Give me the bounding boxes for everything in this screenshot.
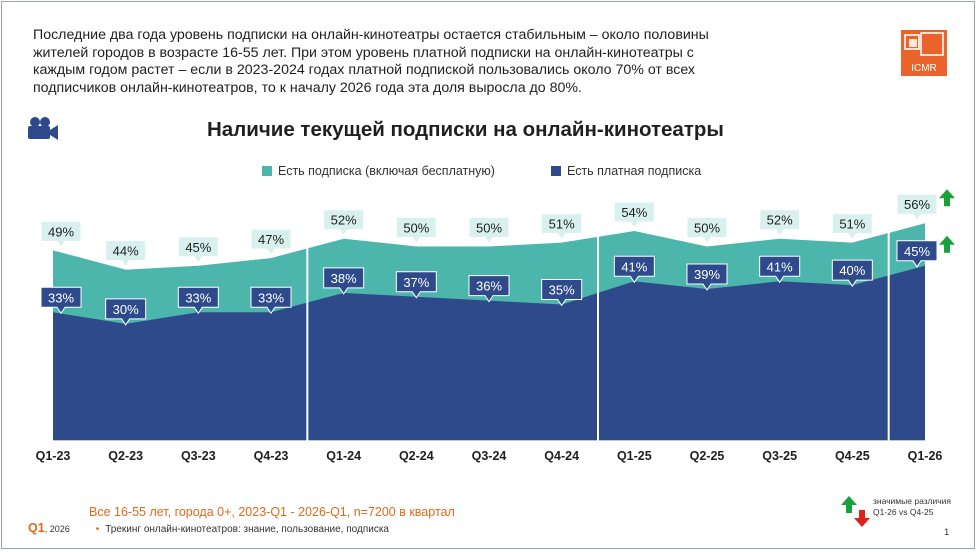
significant-up-arrow-icon <box>939 235 955 253</box>
data-label: 41% <box>767 259 793 274</box>
intro-text: Последние два года уровень подписки на о… <box>33 27 833 97</box>
data-label: 51% <box>549 217 575 232</box>
x-tick-label: Q3-23 <box>181 449 216 463</box>
data-label: 56% <box>904 197 930 212</box>
data-label: 50% <box>694 220 720 235</box>
chart-title: Наличие текущей подписки на онлайн-кинот… <box>207 118 724 141</box>
data-label: 51% <box>839 217 865 232</box>
data-label: 50% <box>403 220 429 235</box>
significance-legend-line: Q1-26 vs Q4-25 <box>873 507 934 517</box>
intro-line: каждым годом растет – если в 2023-2024 г… <box>33 62 695 78</box>
legend-item-any: Есть подписка (включая бесплатную) <box>262 164 495 178</box>
legend-label: Есть платная подписка <box>567 164 702 178</box>
x-tick-label: Q4-24 <box>544 449 579 463</box>
legend-swatch <box>262 166 272 176</box>
label-any-subscription: 54% <box>613 201 655 229</box>
data-label: 50% <box>476 220 502 235</box>
label-any-subscription: 49% <box>40 220 82 249</box>
label-paid-subscription: 37% <box>395 271 437 299</box>
x-tick-label: Q2-23 <box>108 449 143 463</box>
footer-year: , 2026 <box>44 524 70 534</box>
footer: Q1, 2026 • Трекинг онлайн-кинотеатров: зна… <box>28 521 389 535</box>
base-note: Все 16-55 лет, города 0+, 2023-Q1 - 2026… <box>89 505 455 519</box>
x-tick-label: Q1-24 <box>326 449 361 463</box>
significance-legend-text: значимые различия Q1-26 vs Q4-25 <box>873 496 951 518</box>
label-paid-subscription: 33% <box>177 286 219 315</box>
label-any-subscription: 51% <box>831 213 873 241</box>
x-tick-label: Q3-24 <box>472 449 507 463</box>
data-label: 45% <box>185 240 211 255</box>
legend-label: Есть подписка (включая бесплатную) <box>278 164 495 178</box>
data-label: 37% <box>403 275 429 290</box>
data-label: 35% <box>549 283 575 298</box>
intro-line: Последние два года уровень подписки на о… <box>33 27 709 43</box>
label-any-subscription: 50% <box>686 216 728 245</box>
x-tick-label: Q4-25 <box>835 449 870 463</box>
label-paid-subscription: 40% <box>831 259 873 288</box>
data-label: 52% <box>331 213 357 228</box>
label-any-subscription: 52% <box>323 209 365 237</box>
label-paid-subscription: 30% <box>105 298 147 326</box>
data-label: 52% <box>767 213 793 228</box>
x-tick-label: Q1-25 <box>617 449 652 463</box>
label-any-subscription: 45% <box>177 236 219 264</box>
icmr-logo: ICMR <box>901 30 947 76</box>
data-label: 40% <box>839 263 865 278</box>
label-any-subscription: 50% <box>395 216 437 245</box>
label-any-subscription: 47% <box>250 228 292 256</box>
x-tick-label: Q1-23 <box>36 449 71 463</box>
logo-text: ICMR <box>911 63 937 74</box>
bullet-icon: • <box>95 524 100 535</box>
label-any-subscription: 51% <box>541 213 583 241</box>
label-paid-subscription: 35% <box>541 279 583 307</box>
data-label: 39% <box>694 267 720 282</box>
footer-text: Трекинг онлайн-кинотеатров: знание, поль… <box>105 524 389 535</box>
legend-item-paid: Есть платная подписка <box>551 164 701 178</box>
label-any-subscription: 44% <box>105 240 147 268</box>
label-paid-subscription: 36% <box>468 275 510 303</box>
label-paid-subscription: 33% <box>250 286 292 315</box>
x-tick-label: Q3-25 <box>762 449 797 463</box>
data-label: 33% <box>185 290 211 305</box>
chart-legend: Есть подписка (включая бесплатную) Есть … <box>0 164 978 182</box>
significance-legend: значимые различия Q1-26 vs Q4-25 <box>840 494 970 530</box>
intro-line: подписчиков онлайн-кинотеатров, то к нач… <box>33 79 582 96</box>
label-paid-subscription: 45% <box>896 240 938 268</box>
data-label: 30% <box>113 302 139 317</box>
x-tick-label: Q1-26 <box>908 449 943 463</box>
x-tick-label: Q4-23 <box>254 449 289 463</box>
label-paid-subscription: 39% <box>686 263 728 291</box>
footer-wave: Q1 <box>28 521 45 535</box>
data-label: 36% <box>476 279 502 294</box>
label-any-subscription: 50% <box>468 216 510 245</box>
data-label: 33% <box>258 290 284 305</box>
label-paid-subscription: 41% <box>759 255 801 284</box>
data-label: 45% <box>904 244 930 259</box>
page-number: 1 <box>944 527 950 538</box>
data-label: 54% <box>621 205 647 220</box>
x-tick-label: Q2-25 <box>690 449 725 463</box>
legend-swatch <box>551 166 561 176</box>
x-tick-label: Q2-24 <box>399 449 434 463</box>
label-paid-subscription: 33% <box>40 286 82 315</box>
area-paid-subscription <box>53 265 925 440</box>
data-label: 33% <box>48 290 74 305</box>
label-paid-subscription: 38% <box>323 267 365 295</box>
data-label: 49% <box>48 224 74 239</box>
label-paid-subscription: 41% <box>613 255 655 284</box>
data-label: 44% <box>113 244 139 259</box>
data-label: 38% <box>331 271 357 286</box>
label-any-subscription: 56% <box>896 193 938 222</box>
data-label: 41% <box>621 259 647 274</box>
intro-line: жителей городов в возрасте 16-55 лет. Пр… <box>33 44 694 61</box>
significance-legend-line: значимые различия <box>873 496 951 506</box>
video-camera-icon <box>28 117 58 140</box>
label-any-subscription: 52% <box>759 209 801 237</box>
up-down-arrows-icon <box>841 496 870 527</box>
significant-up-arrow-icon <box>939 189 955 207</box>
data-label: 47% <box>258 232 284 247</box>
